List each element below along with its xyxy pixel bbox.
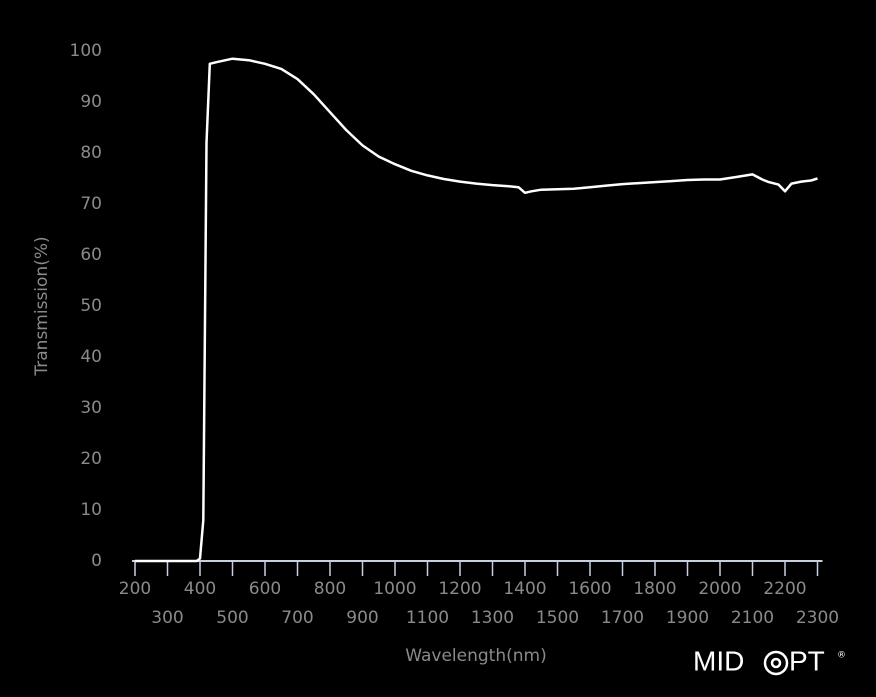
x-tick-label: 2000 <box>698 579 741 599</box>
x-tick-label: 1500 <box>536 608 579 628</box>
y-tick-label: 50 <box>80 296 102 316</box>
x-tick-label: 900 <box>346 608 378 628</box>
y-tick-label: 80 <box>80 143 102 163</box>
y-tick-label: 70 <box>80 194 102 214</box>
data-line <box>135 57 818 563</box>
x-axis-label: Wavelength(nm) <box>405 646 546 666</box>
logo-icon <box>763 650 789 676</box>
y-tick-label: 10 <box>80 500 102 520</box>
x-tick-label: 1800 <box>633 579 676 599</box>
x-tick-label: 1200 <box>438 579 481 599</box>
x-tick-label: 1700 <box>601 608 644 628</box>
y-tick-label: 40 <box>80 347 102 367</box>
y-tick-label: 20 <box>80 449 102 469</box>
x-tick-label: 1300 <box>471 608 514 628</box>
logo-mark: ® <box>837 651 846 661</box>
x-tick-label: 800 <box>314 579 346 599</box>
x-tick-label: 400 <box>184 579 216 599</box>
x-tick-label: 2100 <box>731 608 774 628</box>
x-tick-label: 1400 <box>503 579 546 599</box>
x-tick-label: 600 <box>249 579 281 599</box>
x-tick-label: 2200 <box>763 579 806 599</box>
logo-right: PT <box>789 645 825 676</box>
x-tick-label: 500 <box>216 608 248 628</box>
logo-left: MID <box>693 645 744 676</box>
y-tick-label: 60 <box>80 245 102 265</box>
y-tick-label: 90 <box>80 92 102 112</box>
x-tick-label: 1000 <box>373 579 416 599</box>
x-tick-label: 1900 <box>666 608 709 628</box>
y-tick-label: 30 <box>80 398 102 418</box>
x-tick-label: 2300 <box>796 608 839 628</box>
y-tick-label: 100 <box>70 41 102 61</box>
x-tick-label: 1100 <box>406 608 449 628</box>
x-tick-label: 200 <box>119 579 151 599</box>
x-tick-label: 300 <box>151 608 183 628</box>
y-tick-label: 0 <box>91 551 102 571</box>
x-tick-label: 1600 <box>568 579 611 599</box>
y-axis-label: Transmission(%) <box>32 236 52 376</box>
x-tick-label: 700 <box>281 608 313 628</box>
